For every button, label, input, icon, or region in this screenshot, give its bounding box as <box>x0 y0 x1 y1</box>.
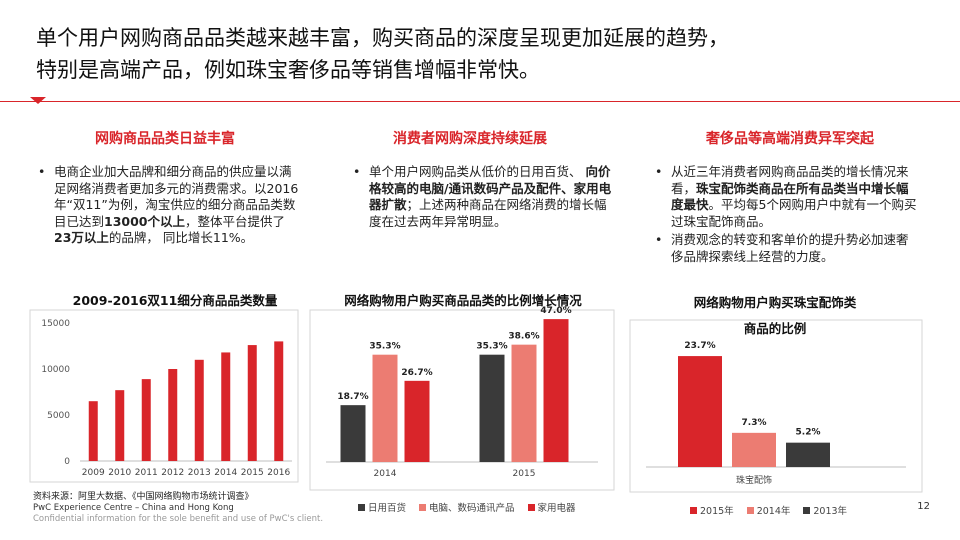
column-1-bullet-1: 电商企业加大品牌和细分商品的供应量以满足网络消费者更加多元的消费需求。以2016… <box>38 164 300 247</box>
chart-3-legend-swatch-0 <box>690 506 697 514</box>
column-1-heading: 网购商品品类日益丰富 <box>95 131 235 147</box>
chart-2-bar-2014-2 <box>404 380 430 462</box>
chart-1-x-tick-2011: 2011 <box>135 468 158 478</box>
chart-3-frame <box>629 319 923 493</box>
chart-2-data-label-2015-0: 35.3% <box>476 342 507 352</box>
chart-3-bar-2 <box>786 442 830 467</box>
chart-2-frame <box>309 309 615 491</box>
chart-2-data-label-2015-1: 38.6% <box>508 332 539 342</box>
title-divider-notch <box>30 97 46 104</box>
column-3-body: 从近三年消费者网购商品品类的增长情况来看，珠宝配饰类商品在所有品类当中增长幅度最… <box>655 164 917 267</box>
column-3-heading: 奢侈品等高端消费异军突起 <box>706 131 874 147</box>
chart-3-bar-1 <box>732 432 776 467</box>
chart-3-legend-label-0: 2015年 <box>700 506 734 517</box>
chart-3-data-label-1: 7.3% <box>742 418 767 428</box>
chart-1-y-tick-3: 15000 <box>41 319 70 329</box>
column-2-bullet-1: 单个用户网购品类从低价的日用百货、 向价格较高的电脑/通讯数码产品及配件、家用电… <box>353 164 615 230</box>
chart-2-x-tick-2014: 2014 <box>374 469 397 479</box>
chart-3-x-tick-0: 珠宝配饰 <box>736 474 772 486</box>
chart-2-legend-swatch-1 <box>419 503 427 511</box>
chart-1-y-tick-1: 5000 <box>47 411 70 421</box>
chart-2-data-label-2014-1: 35.3% <box>369 342 400 352</box>
chart-2-bar-2015-1 <box>511 344 537 462</box>
column-2-heading: 消费者网购深度持续延展 <box>393 131 547 147</box>
chart-2-legend-label-2: 家用电器 <box>537 503 576 514</box>
column-3-bullet-2: 消费观念的转变和客单价的提升势必加速奢侈品牌探索线上经营的力度。 <box>655 232 917 265</box>
chart-2-bar-2015-2 <box>543 319 569 462</box>
column-1-body: 电商企业加大品牌和细分商品的供应量以满足网络消费者更加多元的消费需求。以2016… <box>38 164 300 249</box>
chart-2-legend-item-2: 家用电器 <box>527 500 576 514</box>
chart-3-legend-item-0: 2015年 <box>690 503 734 517</box>
title-divider <box>0 101 960 102</box>
footer-line-2: PwC Experience Centre – China and Hong K… <box>33 503 234 513</box>
page-title-line-1: 单个用户网购商品品类越来越丰富，购买商品的深度呈现更加延展的趋势， <box>36 26 729 50</box>
chart-1-x-tick-2015: 2015 <box>241 468 264 478</box>
chart-3-legend: 2015年 2014年 2013年 <box>690 503 855 517</box>
chart-1-x-tick-2013: 2013 <box>188 468 211 478</box>
chart-2-legend-label-1: 电脑、数码通讯产品 <box>429 503 515 514</box>
chart-1-bar-2009 <box>88 401 98 461</box>
chart-1-bar-2015 <box>247 345 257 461</box>
chart-2-bar-2014-1 <box>372 354 398 462</box>
column-3-bullet-1: 从近三年消费者网购商品品类的增长情况来看，珠宝配饰类商品在所有品类当中增长幅度最… <box>655 164 917 230</box>
chart-1-bar-2010 <box>115 390 125 461</box>
chart-2-data-label-2014-2: 26.7% <box>401 368 432 378</box>
chart-3-legend-label-1: 2014年 <box>756 506 791 517</box>
chart-1-x-tick-2016: 2016 <box>267 468 290 478</box>
chart-2-legend-item-0: 日用百货 <box>358 500 406 514</box>
chart-2-legend-item-1: 电脑、数码通讯产品 <box>419 500 515 514</box>
chart-2-legend: 日用百货 电脑、数码通讯产品 家用电器 <box>358 500 584 514</box>
chart-2-data-label-2015-2: 47.0% <box>540 306 571 316</box>
chart-1-bar-2016 <box>274 341 284 461</box>
chart-2-legend-label-0: 日用百货 <box>368 503 407 514</box>
chart-3-legend-label-2: 2013年 <box>813 506 848 517</box>
chart-1-bar-2014 <box>221 352 231 461</box>
page-number: 12 <box>917 501 930 512</box>
chart-3-title-line-1: 网络购物用户购买珠宝配饰类 <box>693 295 857 310</box>
chart-2-legend-swatch-0 <box>358 503 365 511</box>
chart-1-y-tick-2: 10000 <box>41 365 70 375</box>
chart-2-title: 网络购物用户购买商品品类的比例增长情况 <box>344 293 582 308</box>
column-2-body: 单个用户网购品类从低价的日用百货、 向价格较高的电脑/通讯数码产品及配件、家用电… <box>353 164 615 232</box>
page-title: 单个用户网购商品品类越来越丰富，购买商品的深度呈现更加延展的趋势， 特别是高端产… <box>36 22 936 86</box>
chart-3-bar-0 <box>678 356 722 467</box>
footer-line-3: Confidential information for the sole be… <box>33 514 324 524</box>
chart-2-x-tick-2015: 2015 <box>513 469 536 479</box>
footer: 资料来源：阿里大数据、《中国网络购物市场统计调查》 PwC Experience… <box>33 492 323 525</box>
chart-3-legend-swatch-2 <box>803 506 811 514</box>
chart-1-bar-2011 <box>141 379 151 461</box>
page-title-line-2: 特别是高端产品，例如珠宝奢侈品等销售增幅非常快。 <box>36 58 540 82</box>
chart-3-data-label-0: 23.7% <box>684 341 715 351</box>
chart-1-x-tick-2009: 2009 <box>82 468 105 478</box>
chart-1-x-tick-2010: 2010 <box>108 468 131 478</box>
chart-3-legend-item-2: 2013年 <box>803 503 847 517</box>
chart-3-legend-swatch-1 <box>746 506 754 514</box>
chart-1-bar-2012 <box>168 369 178 461</box>
chart-1-title: 2009-2016双11细分商品品类数量 <box>72 293 278 308</box>
chart-1-y-tick-0: 0 <box>64 457 70 467</box>
chart-1-x-tick-2014: 2014 <box>214 468 237 478</box>
chart-2-legend-swatch-2 <box>527 503 535 511</box>
chart-3-title-line-2: 商品的比例 <box>743 321 807 336</box>
chart-1-x-tick-2012: 2012 <box>161 468 184 478</box>
chart-2-bar-2014-0 <box>340 405 366 462</box>
footer-source: 资料来源：阿里大数据、《中国网络购物市场统计调查》 <box>33 492 254 502</box>
chart-1-bar-2013 <box>194 359 204 461</box>
chart-3-legend-item-1: 2014年 <box>746 503 791 517</box>
chart-3-title: 网络购物用户购买珠宝配饰类 商品的比例 <box>630 290 920 342</box>
chart-1-frame <box>29 309 299 483</box>
chart-3-data-label-2: 5.2% <box>796 428 821 438</box>
chart-2-data-label-2014-0: 18.7% <box>337 392 368 402</box>
chart-2-bar-2015-0 <box>479 354 505 462</box>
